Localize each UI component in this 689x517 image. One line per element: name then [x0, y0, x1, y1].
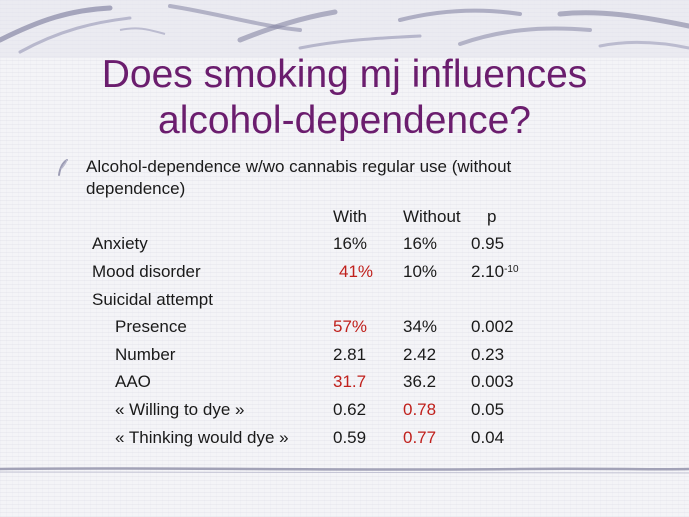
row-with-value-highlighted: 57%: [333, 317, 368, 336]
row-label: Anxiety: [92, 234, 148, 253]
row-label: Number: [115, 345, 176, 364]
title-line-2: alcohol-dependence?: [158, 99, 531, 142]
row-p-value: 0.23: [471, 345, 505, 364]
p-exponent: -10: [504, 264, 519, 275]
row-label: « Thinking would dye »: [115, 428, 289, 447]
row-section-label: Suicidal attempt: [92, 290, 213, 309]
row-with-value: 16%: [333, 234, 368, 253]
row-without-value: 2.42: [403, 345, 437, 364]
row-with-value: 0.62: [333, 400, 367, 419]
row-without-value: 34%: [403, 317, 438, 336]
row-p-value: 0.05: [471, 400, 505, 419]
row-label: Presence: [115, 317, 187, 336]
row-p-value: 0.04: [471, 428, 505, 447]
row-p-value: 0.002: [471, 317, 514, 336]
row-without-value: 16%: [403, 234, 438, 253]
decorative-top-band: [0, 0, 689, 58]
row-p-value: 0.003: [471, 372, 514, 391]
slide-title: Does smoking mj influences alcohol-depen…: [0, 52, 689, 144]
row-p-value: 0.95: [471, 234, 505, 253]
decorative-bottom-rule: [0, 467, 689, 474]
row-without-value: 10%: [403, 262, 438, 281]
title-line-1: Does smoking mj influences: [101, 53, 588, 96]
row-with-value: 0.59: [333, 428, 367, 447]
header-without: Without: [403, 207, 461, 226]
row-label: Mood disorder: [92, 262, 201, 281]
bullet-text: Alcohol-dependence w/wo cannabis regular…: [86, 157, 512, 198]
row-without-value-highlighted: 0.78: [403, 400, 437, 419]
row-label: « Willing to dye »: [115, 400, 245, 419]
row-without-value-highlighted: 0.77: [403, 428, 437, 447]
row-label: AAO: [115, 372, 151, 391]
header-p: p: [487, 207, 497, 226]
quill-swirl-icon: [58, 159, 68, 176]
header-with: With: [333, 207, 367, 226]
row-with-value-highlighted: 41%: [339, 262, 374, 281]
row-p-value: 2.10-10: [471, 261, 519, 283]
row-with-value: 2.81: [333, 345, 367, 364]
row-without-value: 36.2: [403, 372, 437, 391]
row-with-value-highlighted: 31.7: [333, 372, 367, 391]
p-mantissa: 2.10: [471, 262, 505, 281]
